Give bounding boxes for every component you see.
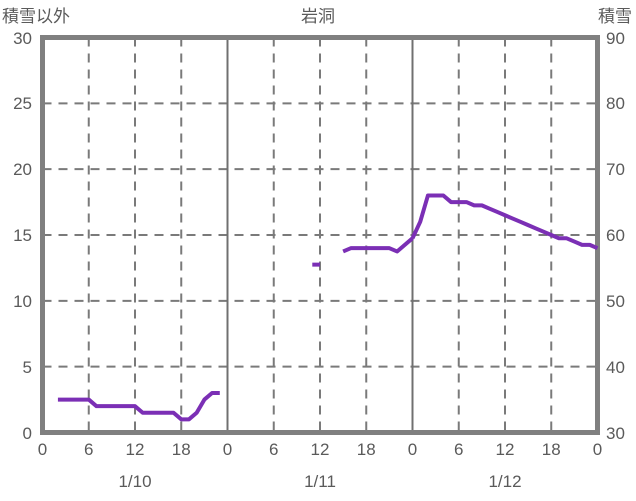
x-axis-tick-label: 12 <box>495 440 515 459</box>
x-axis-tick-label: 6 <box>269 440 279 459</box>
left-axis-tick-label: 20 <box>13 160 32 180</box>
plot-area <box>40 35 600 435</box>
left-axis-tick-label: 10 <box>13 291 32 311</box>
snow-depth-line <box>57 193 599 422</box>
left-axis-tick-label: 5 <box>22 357 32 377</box>
left-axis-tick-label: 25 <box>13 94 32 114</box>
right-axis-title: 積雪 <box>598 7 632 26</box>
left-axis-tick-label: 0 <box>22 423 32 443</box>
x-axis-tick-label: 18 <box>171 440 191 459</box>
x-axis-tick-label: 18 <box>541 440 561 459</box>
x-axis-tick-label: 0 <box>37 440 48 459</box>
left-axis-tick-label: 15 <box>13 226 32 245</box>
left-axis-title: 積雪以外 <box>2 7 70 26</box>
right-axis-tick-label: 70 <box>606 160 625 180</box>
series-segment <box>410 193 599 251</box>
plot-svg <box>40 35 600 435</box>
series-segment <box>57 391 220 422</box>
x-axis-tick-label: 0 <box>592 440 603 459</box>
x-axis-tick-label: 6 <box>454 440 464 459</box>
x-axis-tick-label: 12 <box>125 440 145 459</box>
plot-frame <box>40 35 600 435</box>
x-axis-tick-label: 6 <box>84 440 94 459</box>
left-axis-tick-label: 30 <box>13 28 32 48</box>
x-axis-day-label: 1/12 <box>488 472 522 491</box>
right-axis-tick-label: 90 <box>606 28 625 48</box>
series-segment <box>342 236 414 254</box>
right-axis-tick-label: 50 <box>606 291 625 311</box>
gridlines <box>42 37 598 433</box>
right-axis-tick-label: 80 <box>606 94 625 114</box>
chart-title: 岩洞 <box>301 7 335 26</box>
x-axis-tick-label: 0 <box>222 440 233 459</box>
x-axis-tick-label: 18 <box>356 440 376 459</box>
x-axis-day-label: 1/11 <box>304 472 336 491</box>
right-axis-tick-label: 60 <box>606 226 625 245</box>
x-axis-tick-label: 0 <box>407 440 418 459</box>
x-axis-day-label: 1/10 <box>118 472 152 491</box>
right-axis-tick-label: 30 <box>606 423 625 443</box>
x-axis-tick-label: 12 <box>310 440 330 459</box>
right-axis-tick-label: 40 <box>606 357 625 377</box>
